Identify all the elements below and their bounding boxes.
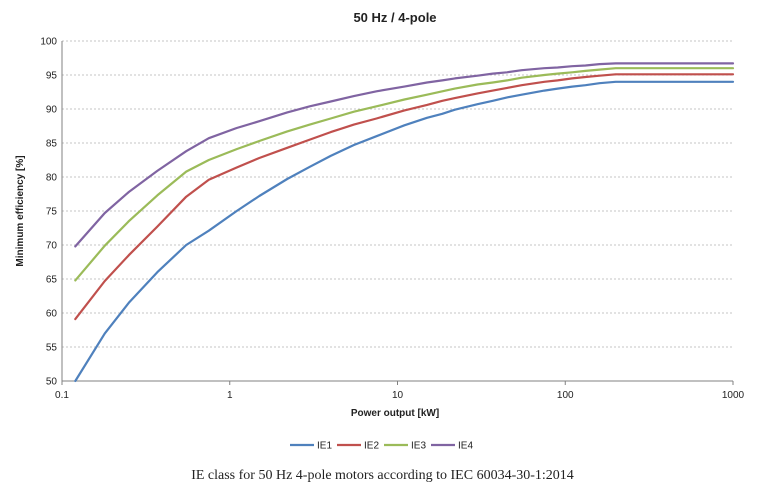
x-tick-label: 100 — [557, 390, 574, 401]
y-tick-label: 75 — [46, 207, 58, 218]
y-tick-label: 60 — [46, 309, 58, 320]
figure-caption: IE class for 50 Hz 4-pole motors accordi… — [191, 468, 574, 483]
y-tick-label: 100 — [40, 37, 57, 48]
y-tick-label: 65 — [46, 275, 58, 286]
legend-label-ie2: IE2 — [364, 441, 379, 452]
series-line-ie3 — [74, 67, 735, 282]
series-line-ie4 — [74, 62, 735, 248]
y-tick-label: 90 — [46, 105, 58, 116]
legend-label-ie3: IE3 — [411, 441, 426, 452]
legend-label-ie1: IE1 — [317, 441, 332, 452]
axes-group — [61, 41, 734, 385]
y-tick-labels: 50 55 60 65 70 75 80 85 90 95 100 — [40, 37, 57, 388]
y-tick-label: 95 — [46, 71, 58, 82]
y-axis-label: Minimum efficiency [%] — [15, 155, 26, 266]
series-line-ie1 — [74, 80, 735, 383]
y-tick-label: 85 — [46, 139, 58, 150]
x-tick-label: 0.1 — [55, 390, 69, 401]
legend-label-ie4: IE4 — [458, 441, 473, 452]
legend: IE1 IE2 IE3 IE4 — [290, 441, 473, 452]
y-tick-label: 70 — [46, 241, 58, 252]
x-tick-label: 1 — [227, 390, 233, 401]
y-tick-label: 80 — [46, 173, 58, 184]
chart-title: 50 Hz / 4-pole — [353, 10, 436, 25]
x-axis-label: Power output [kW] — [351, 408, 439, 419]
y-tick-label: 50 — [46, 377, 58, 388]
y-tick-label: 55 — [46, 343, 58, 354]
series-line-ie2 — [74, 73, 735, 321]
chart-svg: 50 Hz / 4-pole 50 55 60 65 70 75 80 85 90 95 100 0… — [15, 10, 745, 452]
x-tick-label: 1000 — [722, 390, 745, 401]
x-tick-labels: 0.1 1 10 100 1000 — [55, 390, 745, 401]
series-lines — [74, 62, 735, 383]
x-tick-label: 10 — [392, 390, 404, 401]
